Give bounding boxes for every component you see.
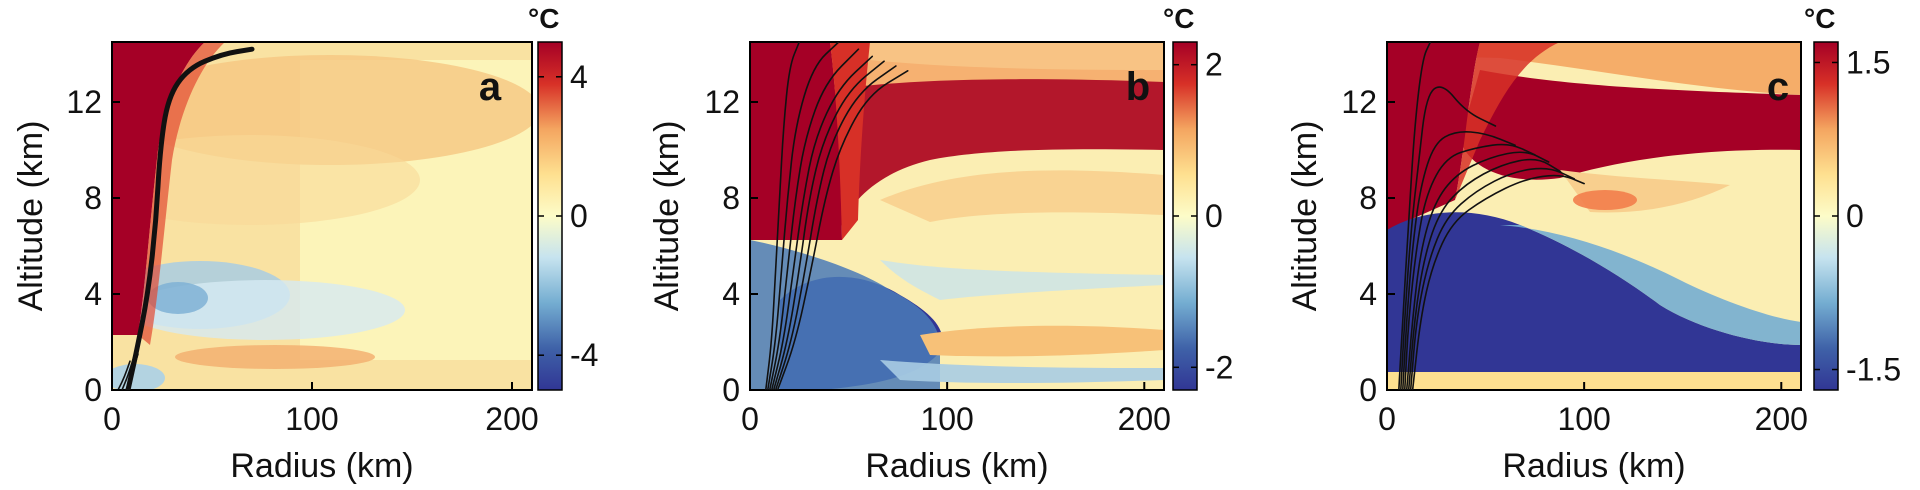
panel-letter-a: a: [479, 65, 502, 109]
x-tick-label: 200: [485, 401, 538, 437]
overlay-line: [766, 42, 840, 390]
x-tick-label: 0: [1378, 401, 1396, 437]
panel-letter-c: c: [1767, 65, 1789, 109]
plot-area-frame-a: [111, 41, 533, 391]
overlay-lines-c: [1398, 42, 1585, 390]
plot-area-frame-c: [1386, 41, 1802, 391]
x-axis-label-c: Radius (km): [1502, 447, 1685, 485]
overlay-line: [1398, 42, 1432, 390]
y-tick-label: 4: [84, 276, 102, 312]
y-tick-label: 8: [1359, 180, 1377, 216]
overlay-line: [770, 55, 874, 390]
overlay-line: [1405, 151, 1550, 390]
y-tick-label: 4: [722, 276, 740, 312]
colorbar-tick-label: 0: [1846, 198, 1864, 234]
overlay-line: [125, 46, 255, 390]
overlay-line: [774, 65, 897, 390]
x-tick-label: 100: [285, 401, 338, 437]
colorbar-tick-label: 4: [570, 59, 588, 95]
ticks-b: 0 100 200 0 4 8 12: [704, 84, 1171, 437]
y-tick-label: 0: [722, 372, 740, 408]
x-tick-label: 100: [1557, 401, 1610, 437]
overlay-line: [1401, 131, 1516, 390]
x-tick-label: 0: [103, 401, 121, 437]
x-tick-label: 200: [1118, 401, 1171, 437]
y-tick-label: 0: [84, 372, 102, 408]
ticks-a: 0 100 200 0 4 8 12: [66, 84, 538, 437]
colorbar-tick-label: 0: [570, 198, 588, 234]
overlay-line: [125, 353, 139, 390]
heatmap-field-a: [112, 42, 532, 390]
colorbar-unit-b: °C: [1163, 3, 1194, 34]
y-tick-label: 12: [704, 84, 740, 120]
overlay-line: [776, 70, 909, 390]
y-axis-label-b: Altitude (km): [648, 121, 686, 312]
colorbar-unit-c: °C: [1804, 3, 1835, 34]
overlay-line: [1400, 86, 1497, 390]
overlay-lines-a: [117, 46, 255, 390]
colorbar-ticks-c: -1.5 0 1.5: [1814, 44, 1901, 388]
x-axis-label-b: Radius (km): [865, 447, 1048, 485]
colorbar-tick-label: 1.5: [1846, 44, 1890, 80]
y-tick-label: 4: [1359, 276, 1377, 312]
colorbar-tick-label: 0: [1205, 198, 1223, 234]
overlay-line: [1403, 143, 1536, 390]
overlay-line: [772, 60, 885, 390]
panel-a: a 0 100 200 0 4 8 12 Radius (km) Altitude (km)…: [12, 3, 598, 485]
y-tick-label: 12: [1341, 84, 1377, 120]
panel-b: b 0 100 200 0 4 8 12 Radius (km) Altitude (km)…: [648, 3, 1233, 485]
overlay-line: [1407, 158, 1562, 390]
x-tick-label: 0: [741, 401, 759, 437]
panel-c: c 0 100 200 0 4 8 12 Radius (km) Altitude (km)…: [1286, 3, 1901, 485]
x-tick-label: 100: [920, 401, 973, 437]
x-tick-label: 200: [1755, 401, 1808, 437]
x-axis-label-a: Radius (km): [230, 447, 413, 485]
plot-area-frame-b: [749, 41, 1165, 391]
ticks-c: 0 100 200 0 4 8 12: [1341, 84, 1808, 437]
overlay-line: [764, 42, 801, 390]
colorbar-tick-label: -1.5: [1846, 352, 1901, 388]
overlay-line: [1411, 174, 1585, 390]
overlay-line: [768, 48, 860, 390]
overlay-line: [121, 355, 135, 390]
colorbar-ticks-b: -2 0 2: [1173, 47, 1233, 385]
colorbar-tick-label: -2: [1205, 349, 1233, 385]
colorbar-tick-label: -4: [570, 337, 598, 373]
colorbar-tick-label: 2: [1205, 47, 1223, 83]
panel-letter-b: b: [1126, 65, 1150, 109]
overlay-lines-b: [764, 42, 909, 390]
y-tick-label: 8: [84, 180, 102, 216]
y-tick-label: 0: [1359, 372, 1377, 408]
heatmap-field-b: [750, 42, 1164, 390]
y-tick-label: 12: [66, 84, 102, 120]
colorbar-ticks-a: -4 0 4: [538, 59, 598, 373]
overlay-line: [1409, 167, 1576, 390]
y-axis-label-a: Altitude (km): [12, 121, 50, 312]
colorbar-unit-a: °C: [528, 3, 559, 34]
y-tick-label: 8: [722, 180, 740, 216]
y-axis-label-c: Altitude (km): [1286, 121, 1324, 312]
